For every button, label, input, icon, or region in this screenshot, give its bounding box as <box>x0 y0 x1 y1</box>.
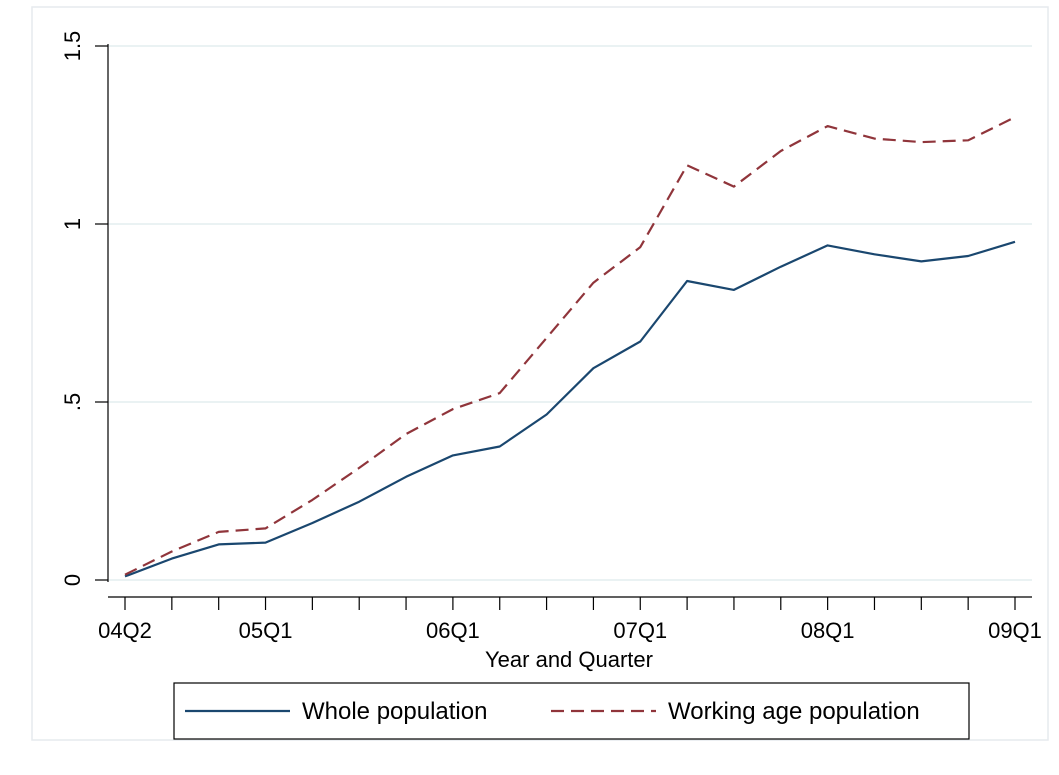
x-tick-label: 06Q1 <box>426 618 480 643</box>
series-line-whole-population <box>124 240 1016 578</box>
gridlines <box>108 45 1032 581</box>
x-tick-label: 08Q1 <box>801 618 855 643</box>
series-line-working-age-population <box>124 116 1016 576</box>
legend-label: Whole population <box>302 698 487 725</box>
legend: Whole population Working age population <box>173 682 970 740</box>
legend-label: Working age population <box>668 698 920 725</box>
x-tick-label: 05Q1 <box>239 618 293 643</box>
x-tick-label: 04Q2 <box>98 618 152 643</box>
x-axis-title: Year and Quarter <box>485 647 653 672</box>
chart-frame <box>31 6 1049 741</box>
axes: 0 .5 1 1.5 04Q2 05Q1 06Q1 07Q1 08Q1 09Q1 <box>60 31 1042 643</box>
series-lines <box>124 116 1016 578</box>
x-tick-label: 07Q1 <box>613 618 667 643</box>
y-tick-label: 0 <box>60 574 85 586</box>
x-tick-label: 09Q1 <box>988 618 1042 643</box>
y-tick-label: 1.5 <box>60 31 85 62</box>
y-tick-label: 1 <box>60 218 85 230</box>
y-tick-label: .5 <box>60 393 85 411</box>
